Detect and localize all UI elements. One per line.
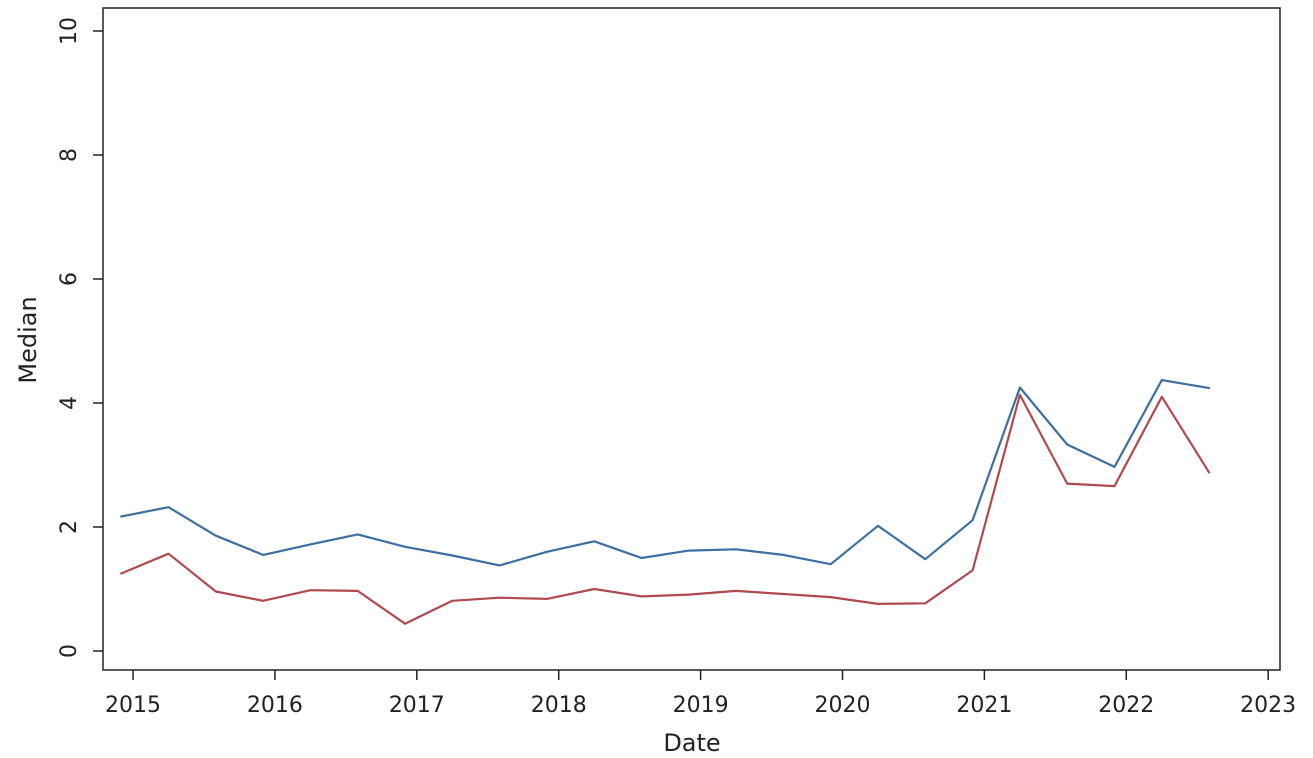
y-tick-label-8: 8 [57, 148, 82, 162]
y-axis-title: Median [14, 296, 42, 383]
plot-frame [102, 7, 1281, 671]
x-axis: 2015 2016 2017 2018 2019 2020 2021 2022 2023 [105, 670, 1296, 718]
y-tick-label-6: 6 [57, 272, 82, 286]
x-tick-label-2023: 2023 [1240, 693, 1296, 718]
x-tick-label-2019: 2019 [673, 693, 729, 718]
x-tick-label-2021: 2021 [956, 693, 1012, 718]
y-axis: 0 2 4 6 8 10 [57, 17, 103, 658]
series-line-2 [120, 393, 1211, 625]
y-tick-label-10: 10 [57, 17, 82, 45]
x-axis-title: Date [663, 729, 720, 757]
x-tick-label-2015: 2015 [105, 693, 161, 718]
x-tick-label-2022: 2022 [1098, 693, 1154, 718]
x-tick-label-2018: 2018 [531, 693, 587, 718]
x-tick-label-2016: 2016 [247, 693, 303, 718]
series-line-1 [120, 379, 1211, 567]
y-tick-label-4: 4 [57, 396, 82, 410]
x-tick-label-2020: 2020 [814, 693, 870, 718]
series-layer [120, 379, 1211, 625]
y-tick-label-2: 2 [57, 520, 82, 534]
x-tick-label-2017: 2017 [389, 693, 445, 718]
y-tick-label-0: 0 [57, 644, 82, 658]
